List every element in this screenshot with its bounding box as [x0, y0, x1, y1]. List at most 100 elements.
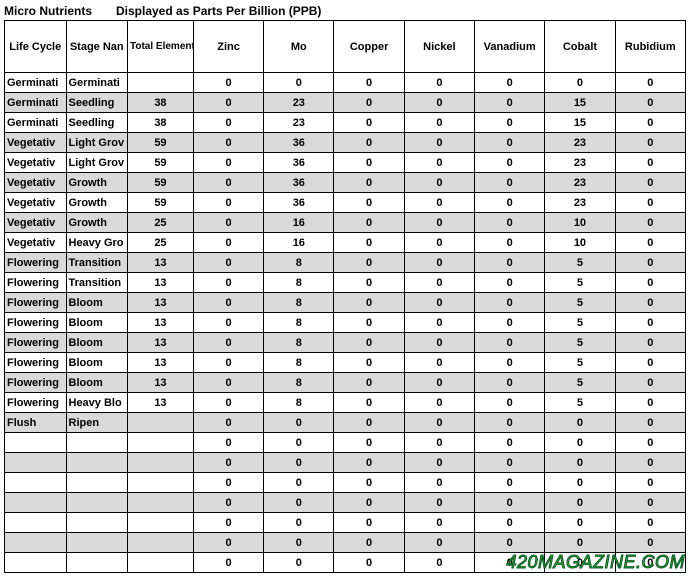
cell-total: 59	[128, 173, 194, 193]
cell-stage-name: Bloom	[66, 313, 128, 333]
cell-cobalt: 10	[545, 233, 615, 253]
cell-cobalt: 23	[545, 193, 615, 213]
cell-zinc: 0	[193, 513, 263, 533]
cell-zinc: 0	[193, 493, 263, 513]
cell-mo: 8	[264, 373, 334, 393]
cell-mo: 0	[264, 493, 334, 513]
table-row: FloweringTransition130800050	[5, 273, 686, 293]
cell-copper: 0	[334, 133, 404, 153]
cell-total	[128, 413, 194, 433]
cell-total	[128, 433, 194, 453]
cell-vanadium: 0	[475, 473, 545, 493]
cell-vanadium: 0	[475, 513, 545, 533]
cell-copper: 0	[334, 253, 404, 273]
col-mo: Mo	[264, 21, 334, 73]
cell-zinc: 0	[193, 233, 263, 253]
cell-copper: 0	[334, 353, 404, 373]
cell-zinc: 0	[193, 413, 263, 433]
cell-rubidium: 0	[615, 93, 685, 113]
cell-nickel: 0	[404, 73, 474, 93]
cell-total	[128, 453, 194, 473]
cell-stage-name: Growth	[66, 173, 128, 193]
cell-stage-name: Heavy Gro	[66, 233, 128, 253]
table-row: VegetativGrowth25016000100	[5, 213, 686, 233]
cell-nickel: 0	[404, 453, 474, 473]
cell-cobalt: 5	[545, 393, 615, 413]
cell-copper: 0	[334, 273, 404, 293]
cell-life-cycle: Vegetativ	[5, 213, 67, 233]
cell-nickel: 0	[404, 93, 474, 113]
cell-mo: 8	[264, 293, 334, 313]
cell-mo: 8	[264, 353, 334, 373]
cell-cobalt: 0	[545, 73, 615, 93]
cell-nickel: 0	[404, 133, 474, 153]
cell-stage-name: Seedling	[66, 113, 128, 133]
cell-life-cycle: Germinati	[5, 113, 67, 133]
nutrients-table: Life Cycle Stage Nan Total Elemental PPB…	[4, 20, 686, 573]
cell-nickel: 0	[404, 533, 474, 553]
cell-vanadium: 0	[475, 213, 545, 233]
cell-zinc: 0	[193, 333, 263, 353]
cell-life-cycle	[5, 553, 67, 573]
cell-stage-name: Ripen	[66, 413, 128, 433]
table-row: VegetativGrowth59036000230	[5, 193, 686, 213]
cell-life-cycle	[5, 433, 67, 453]
table-row: FloweringBloom130800050	[5, 333, 686, 353]
cell-cobalt: 0	[545, 413, 615, 433]
cell-total: 59	[128, 133, 194, 153]
cell-total	[128, 493, 194, 513]
table-row: GerminatiSeedling38023000150	[5, 93, 686, 113]
cell-life-cycle: Flowering	[5, 393, 67, 413]
cell-rubidium: 0	[615, 133, 685, 153]
cell-mo: 36	[264, 173, 334, 193]
table-row: VegetativLight Grov59036000230	[5, 133, 686, 153]
cell-copper: 0	[334, 473, 404, 493]
cell-copper: 0	[334, 553, 404, 573]
cell-rubidium: 0	[615, 213, 685, 233]
table-row: VegetativGrowth59036000230	[5, 173, 686, 193]
table-row: FlushRipen0000000	[5, 413, 686, 433]
cell-rubidium: 0	[615, 433, 685, 453]
header-row: Life Cycle Stage Nan Total Elemental PPB…	[5, 21, 686, 73]
cell-cobalt: 5	[545, 333, 615, 353]
cell-copper: 0	[334, 433, 404, 453]
cell-total: 25	[128, 213, 194, 233]
cell-vanadium: 0	[475, 73, 545, 93]
cell-rubidium: 0	[615, 393, 685, 413]
cell-vanadium: 0	[475, 413, 545, 433]
cell-cobalt: 15	[545, 113, 615, 133]
title-left: Micro Nutrients	[4, 4, 114, 18]
cell-rubidium: 0	[615, 473, 685, 493]
table-row: 0000000	[5, 513, 686, 533]
cell-rubidium: 0	[615, 353, 685, 373]
cell-rubidium: 0	[615, 533, 685, 553]
cell-life-cycle	[5, 473, 67, 493]
cell-cobalt: 23	[545, 133, 615, 153]
cell-stage-name: Bloom	[66, 353, 128, 373]
cell-stage-name	[66, 513, 128, 533]
cell-mo: 16	[264, 233, 334, 253]
cell-zinc: 0	[193, 253, 263, 273]
cell-copper: 0	[334, 93, 404, 113]
cell-copper: 0	[334, 313, 404, 333]
cell-mo: 23	[264, 93, 334, 113]
cell-mo: 8	[264, 333, 334, 353]
cell-total	[128, 513, 194, 533]
cell-cobalt: 0	[545, 533, 615, 553]
cell-total: 13	[128, 273, 194, 293]
cell-zinc: 0	[193, 473, 263, 493]
cell-total	[128, 533, 194, 553]
cell-rubidium: 0	[615, 293, 685, 313]
cell-stage-name: Growth	[66, 213, 128, 233]
cell-vanadium: 0	[475, 113, 545, 133]
cell-life-cycle: Vegetativ	[5, 193, 67, 213]
cell-vanadium: 0	[475, 133, 545, 153]
cell-rubidium: 0	[615, 373, 685, 393]
cell-stage-name: Bloom	[66, 373, 128, 393]
cell-copper: 0	[334, 413, 404, 433]
col-copper: Copper	[334, 21, 404, 73]
cell-nickel: 0	[404, 333, 474, 353]
cell-cobalt: 0	[545, 513, 615, 533]
cell-copper: 0	[334, 113, 404, 133]
col-cobalt: Cobalt	[545, 21, 615, 73]
